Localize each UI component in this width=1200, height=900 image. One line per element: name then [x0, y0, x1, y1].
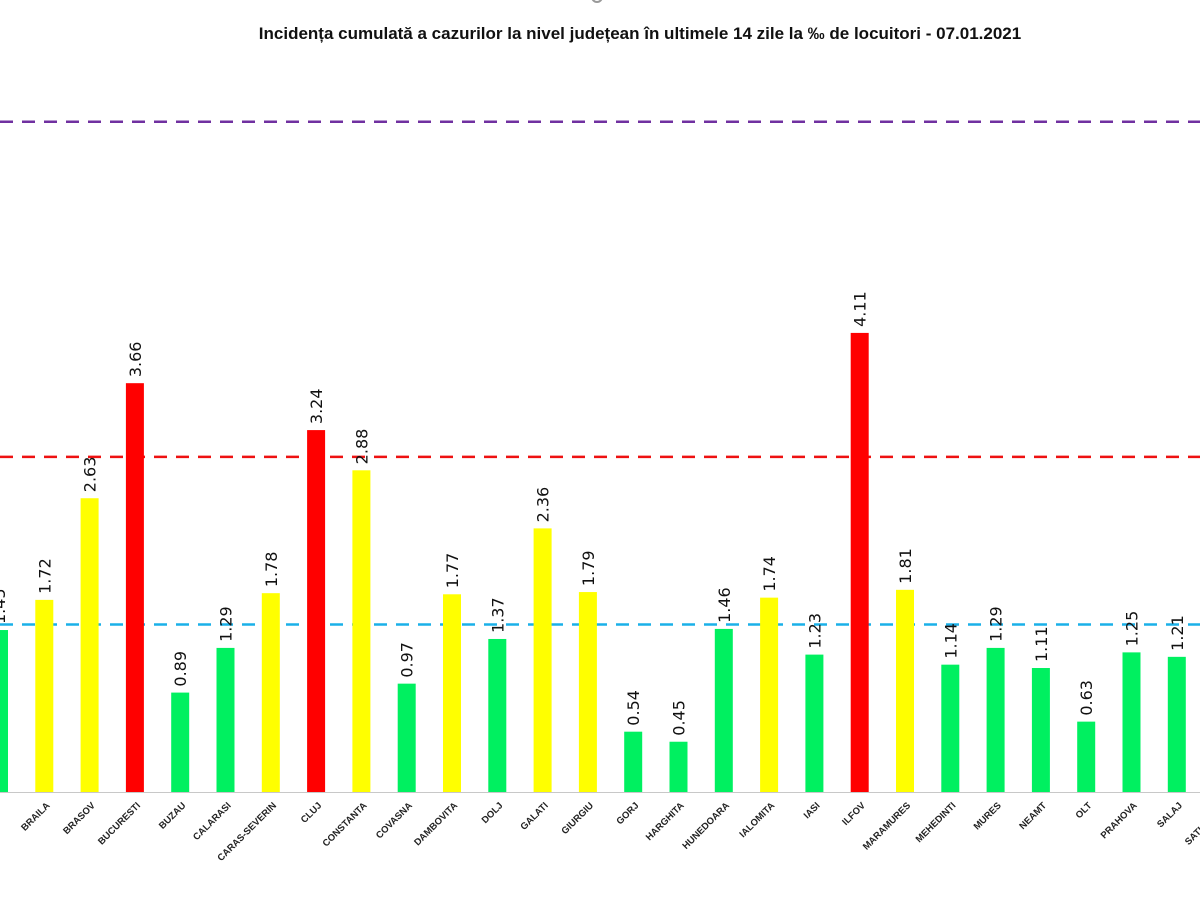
category-label: DOLJ: [480, 800, 506, 826]
category-label: HUNEDOARA: [680, 800, 732, 852]
category-label: BUCURESTI: [96, 800, 143, 847]
value-label: 1.77: [443, 553, 462, 589]
value-labels: 1.45 1.72 2.63 3.66 0.89 1.29 1.78 3.24 2.88 0.97…: [0, 291, 1187, 735]
bar-salaj: [1167, 656, 1186, 792]
bar-cropped: [0, 630, 8, 792]
value-label: 1.11: [1032, 626, 1051, 662]
cropped-top-mark: [591, 0, 603, 3]
value-label: 1.46: [715, 587, 734, 623]
category-label: MEHEDINTI: [914, 800, 959, 845]
value-label: 1.78: [262, 552, 281, 588]
bar-caras-severin: [261, 593, 280, 792]
value-label: 1.72: [35, 558, 54, 594]
bar-neamt: [1031, 668, 1050, 792]
category-label: PRAHOVA: [1099, 800, 1140, 841]
value-label: 1.29: [987, 606, 1006, 642]
value-label: 0.54: [624, 690, 643, 726]
bars: [0, 332, 1186, 792]
bar-galati: [533, 528, 552, 792]
value-label: 1.37: [488, 597, 507, 633]
bar-mures: [986, 647, 1005, 792]
bar-brasov: [80, 498, 99, 792]
value-label: 2.36: [534, 487, 553, 523]
value-label: 1.21: [1168, 615, 1187, 651]
value-label: 1.23: [805, 613, 824, 649]
value-label: 0.89: [171, 651, 190, 687]
category-label: OLT: [1074, 800, 1095, 821]
category-label: CONSTANTA: [321, 800, 370, 849]
bar-hunedoara: [714, 628, 733, 792]
threshold-lines: [0, 120, 1200, 626]
category-label: HARGHITA: [644, 800, 687, 843]
value-label: 3.24: [307, 388, 326, 424]
bar-mehedinti: [941, 664, 960, 792]
value-label: 3.66: [126, 342, 145, 378]
category-label: GIURGIU: [560, 800, 597, 837]
category-label: MURES: [972, 800, 1004, 832]
bar-harghita: [669, 741, 688, 792]
chart-title: Incidența cumulată a cazurilor la nivel …: [259, 24, 1021, 43]
value-label: 1.79: [579, 550, 598, 586]
value-label: 0.45: [670, 700, 689, 736]
category-label: NEAMT: [1017, 800, 1049, 832]
category-label: DAMBOVITA: [412, 800, 460, 848]
category-label: MARAMURES: [861, 800, 913, 852]
value-label: 1.14: [941, 623, 960, 659]
bar-giurgiu: [578, 592, 597, 792]
value-label: 0.63: [1077, 680, 1096, 716]
bar-olt: [1077, 721, 1096, 792]
value-label: 2.63: [81, 457, 100, 493]
category-label: BRASOV: [61, 800, 98, 837]
category-label: ILFOV: [840, 800, 868, 828]
category-label: GALATI: [518, 800, 550, 832]
category-label: SALAJ: [1155, 800, 1185, 830]
bar-maramures: [896, 589, 914, 792]
bar-gorj: [624, 731, 643, 792]
value-label: 1.25: [1123, 611, 1142, 647]
category-label: BRAILA: [19, 800, 52, 833]
category-label: CLUJ: [299, 800, 324, 825]
category-label: GORJ: [614, 800, 641, 827]
bar-covasna: [397, 683, 416, 792]
category-label: IASI: [802, 800, 823, 821]
category-label: COVASNA: [374, 800, 415, 841]
value-label: 1.74: [760, 556, 779, 592]
category-label: SATU MARE: [1183, 800, 1200, 847]
bar-ilfov: [850, 332, 869, 792]
value-label: 2.88: [352, 429, 371, 465]
bar-constanta: [352, 470, 371, 792]
bar-buzau: [171, 692, 190, 792]
bar-cluj: [307, 430, 326, 792]
bar-ialomita: [760, 597, 779, 792]
bar-bucuresti: [125, 383, 144, 792]
value-label: 1.81: [896, 548, 915, 584]
bar-braila: [35, 599, 54, 792]
category-label: CALARASI: [191, 800, 233, 842]
value-label: 4.11: [851, 291, 870, 327]
value-label: 0.97: [398, 642, 417, 678]
bar-dolj: [488, 638, 507, 792]
value-label: 1.45: [0, 588, 9, 624]
value-label: 1.29: [217, 606, 236, 642]
bar-dambovita: [443, 594, 461, 792]
bar-prahova: [1122, 652, 1141, 792]
category-label: BUZAU: [157, 800, 188, 831]
bar-calarasi: [216, 647, 235, 792]
category-label: IALOMITA: [737, 800, 777, 840]
bar-iasi: [805, 654, 824, 792]
